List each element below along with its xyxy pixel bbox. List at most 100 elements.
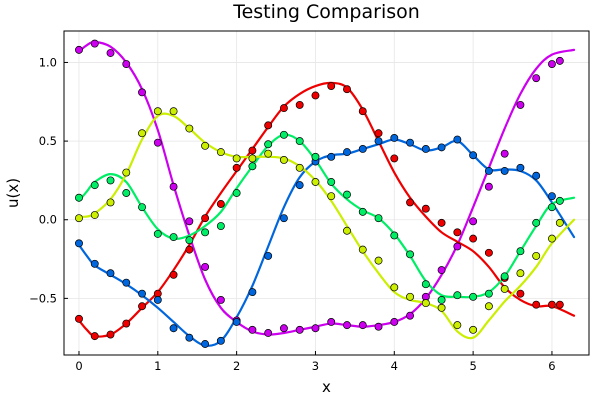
series-line-red bbox=[77, 81, 576, 338]
data-point bbox=[555, 196, 564, 205]
data-point bbox=[185, 333, 194, 342]
data-point bbox=[138, 88, 146, 97]
data-point bbox=[453, 228, 462, 237]
data-point bbox=[185, 245, 194, 254]
data-point bbox=[248, 146, 257, 155]
data-point bbox=[516, 100, 525, 109]
y-axis-label: u(x) bbox=[4, 178, 22, 208]
data-point bbox=[264, 121, 273, 130]
data-point bbox=[358, 207, 367, 216]
data-point bbox=[279, 214, 288, 223]
data-point bbox=[555, 56, 564, 65]
data-point bbox=[248, 288, 257, 297]
data-point bbox=[90, 181, 99, 190]
data-point bbox=[453, 242, 462, 251]
data-point bbox=[548, 300, 556, 309]
data-point bbox=[106, 330, 115, 339]
data-point bbox=[532, 300, 541, 309]
series-points-yellow-green bbox=[75, 107, 564, 334]
data-point bbox=[548, 234, 556, 243]
data-point bbox=[343, 85, 351, 94]
data-point bbox=[153, 138, 162, 147]
data-point bbox=[311, 152, 320, 161]
y-tick-label: −0.5 bbox=[29, 291, 57, 305]
series-green bbox=[77, 133, 576, 299]
data-point bbox=[201, 228, 210, 237]
data-point bbox=[295, 137, 304, 146]
data-point bbox=[421, 204, 430, 213]
data-point bbox=[153, 296, 162, 304]
data-point bbox=[484, 248, 493, 257]
data-point bbox=[75, 314, 83, 323]
data-point bbox=[484, 182, 493, 191]
data-point bbox=[90, 259, 99, 268]
data-point bbox=[469, 325, 478, 334]
data-point bbox=[264, 149, 273, 158]
axis-ticks: 0 1 2 3 4 5 6 −0.5 0.0 0.5 1.0 bbox=[29, 55, 556, 373]
data-point bbox=[138, 289, 146, 298]
data-point bbox=[421, 299, 430, 308]
data-point bbox=[327, 318, 336, 326]
data-point bbox=[327, 178, 336, 186]
data-point bbox=[122, 278, 131, 287]
data-point bbox=[327, 82, 336, 90]
data-point bbox=[469, 292, 478, 301]
data-point bbox=[216, 222, 225, 230]
data-point bbox=[201, 141, 210, 150]
data-point bbox=[469, 234, 478, 243]
data-point bbox=[232, 163, 241, 172]
data-point bbox=[232, 318, 241, 326]
data-point bbox=[437, 303, 446, 312]
data-point bbox=[232, 189, 241, 197]
data-point bbox=[500, 167, 509, 175]
data-point bbox=[75, 45, 83, 54]
data-point bbox=[406, 292, 415, 301]
data-point bbox=[311, 178, 320, 186]
data-point bbox=[295, 325, 304, 334]
data-point bbox=[122, 168, 131, 177]
y-tick-label: 1.0 bbox=[39, 55, 57, 69]
data-point bbox=[153, 229, 162, 238]
data-point bbox=[555, 300, 564, 309]
data-point bbox=[500, 272, 509, 281]
data-point bbox=[532, 218, 541, 227]
data-point bbox=[343, 148, 351, 157]
data-point bbox=[532, 171, 541, 180]
data-point bbox=[185, 124, 194, 133]
series-line-green bbox=[77, 133, 576, 299]
data-point bbox=[532, 74, 541, 83]
data-point bbox=[516, 269, 525, 278]
x-tick-label: 2 bbox=[233, 359, 240, 373]
y-tick-label: 0.5 bbox=[39, 134, 57, 148]
data-point bbox=[185, 236, 194, 245]
data-point bbox=[516, 289, 525, 298]
data-point bbox=[406, 138, 415, 147]
data-point bbox=[185, 217, 194, 226]
x-tick-label: 1 bbox=[154, 359, 161, 373]
data-point bbox=[169, 233, 178, 241]
data-point bbox=[343, 190, 351, 199]
data-point bbox=[75, 214, 83, 223]
data-point bbox=[90, 332, 99, 341]
x-axis-label: x bbox=[322, 378, 331, 396]
data-point bbox=[201, 340, 210, 348]
data-point bbox=[264, 329, 273, 337]
data-point bbox=[548, 203, 556, 212]
data-point bbox=[311, 91, 320, 100]
data-point bbox=[169, 107, 178, 116]
data-point bbox=[279, 130, 288, 139]
data-point bbox=[279, 324, 288, 333]
x-tick-label: 4 bbox=[391, 359, 398, 373]
series-red bbox=[77, 81, 576, 338]
x-tick-label: 5 bbox=[469, 359, 476, 373]
data-point bbox=[106, 269, 115, 278]
data-point bbox=[264, 140, 273, 149]
data-point bbox=[122, 60, 131, 68]
data-point bbox=[484, 167, 493, 175]
data-point bbox=[437, 266, 446, 275]
data-point bbox=[358, 321, 367, 330]
grid bbox=[64, 31, 589, 355]
data-point bbox=[279, 156, 288, 164]
data-point bbox=[516, 163, 525, 172]
